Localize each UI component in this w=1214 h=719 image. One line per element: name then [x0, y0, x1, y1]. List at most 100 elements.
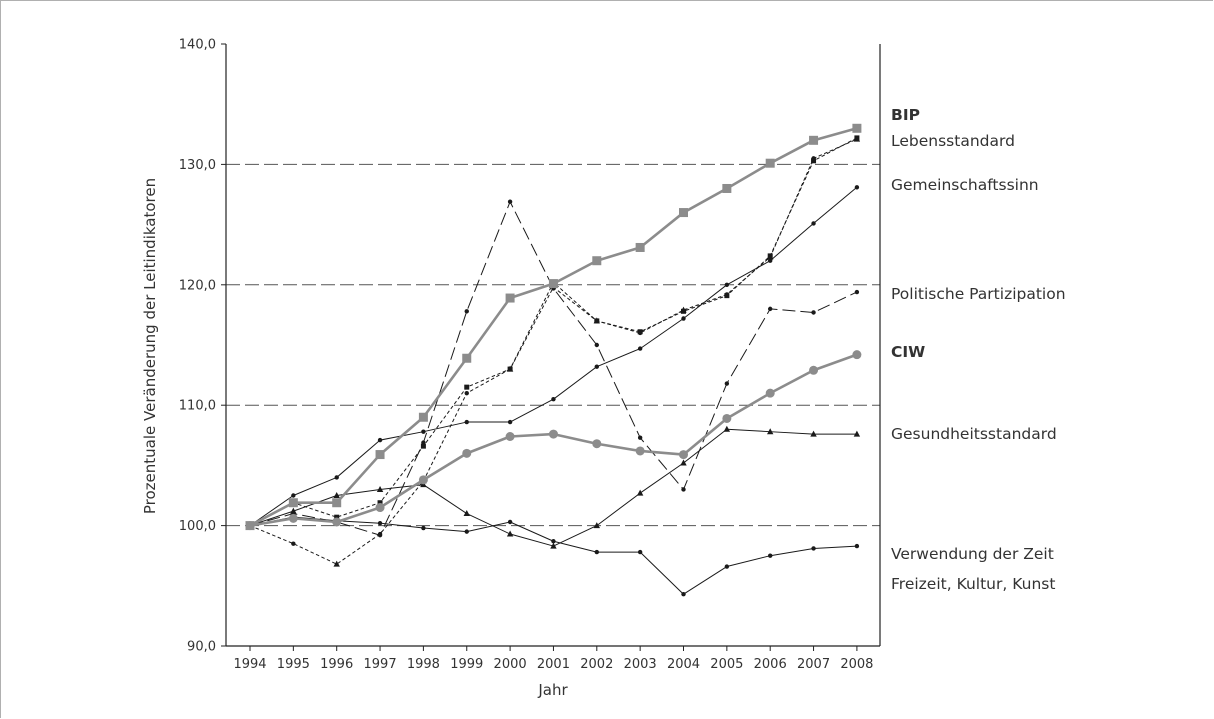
data-point — [854, 543, 860, 549]
series-bip — [245, 123, 862, 531]
series-layer — [245, 123, 862, 597]
data-point — [507, 199, 513, 204]
data-point — [288, 498, 298, 508]
legend-label: Gemeinschaftssinn — [891, 176, 1039, 194]
data-point — [551, 396, 556, 402]
data-point — [551, 539, 556, 544]
data-point — [333, 492, 340, 498]
data-point — [635, 446, 645, 456]
data-point — [768, 258, 773, 263]
data-point — [505, 432, 515, 442]
data-point — [810, 430, 817, 437]
x-axis-ticks: 1994 1995 1996 1997 1998 1999 2000 2001 2002 2003… — [233, 646, 873, 672]
data-point — [332, 498, 342, 508]
legend-label: Lebensstandard — [891, 132, 1015, 150]
data-point — [464, 309, 469, 314]
data-point — [506, 365, 514, 372]
data-point — [464, 529, 469, 534]
data-point — [723, 425, 731, 432]
data-point — [334, 475, 339, 480]
x-tick-label: 2002 — [580, 657, 613, 672]
series-line — [249, 428, 857, 547]
data-point — [550, 542, 557, 549]
data-point — [767, 253, 774, 260]
y-tick-label: 100,0 — [179, 519, 216, 534]
data-point — [288, 513, 298, 523]
series-line — [249, 201, 858, 536]
data-point — [375, 503, 385, 513]
series-politische-partizipation — [247, 199, 860, 538]
data-point — [681, 592, 686, 597]
x-axis-label: Jahr — [537, 681, 568, 699]
data-point — [332, 517, 342, 527]
data-point — [418, 475, 428, 485]
series-line — [249, 186, 858, 527]
series-line — [249, 137, 858, 527]
data-point — [421, 440, 426, 445]
data-point — [377, 520, 383, 526]
series-line — [249, 127, 858, 527]
data-point — [245, 521, 255, 531]
data-point — [593, 522, 600, 529]
data-point — [291, 493, 296, 498]
data-point — [768, 306, 773, 312]
data-point — [811, 221, 816, 226]
x-tick-label: 2004 — [667, 657, 700, 672]
data-point — [421, 429, 426, 434]
data-point — [290, 507, 297, 514]
legend-label: Politische Partizipation — [891, 285, 1066, 303]
data-point — [464, 384, 470, 390]
data-point — [637, 435, 643, 440]
data-point — [724, 292, 730, 297]
data-point — [464, 390, 469, 396]
legend: BIP Lebensstandard Gemeinschaftssinn Politi… — [891, 106, 1066, 593]
y-tick-label: 130,0 — [179, 158, 216, 173]
data-point — [680, 306, 687, 313]
data-point — [507, 419, 513, 425]
data-point — [464, 419, 469, 425]
data-point — [418, 412, 428, 422]
x-tick-label: 1997 — [364, 657, 397, 672]
data-point — [724, 564, 730, 569]
data-point — [811, 310, 816, 315]
x-tick-label: 2001 — [537, 657, 570, 672]
series-gemeinschaftssinn — [247, 185, 860, 528]
data-point — [506, 530, 514, 537]
data-point — [594, 342, 599, 348]
data-point — [507, 519, 513, 525]
y-axis-ticks: 90,0 100,0 110,0 120,0 130,0 140,0 — [179, 38, 226, 655]
x-tick-label: 2000 — [494, 657, 527, 672]
x-tick-label: 2006 — [754, 657, 787, 672]
x-tick-label: 2007 — [797, 657, 830, 672]
data-point — [462, 353, 472, 363]
data-point — [809, 135, 819, 145]
data-point — [811, 158, 817, 164]
data-point — [334, 514, 340, 520]
x-tick-label: 1996 — [320, 657, 353, 672]
data-point — [681, 487, 686, 492]
data-point — [594, 364, 599, 369]
y-axis-label: Prozentuale Veränderung der Leitindikato… — [141, 178, 159, 514]
x-tick-label: 2005 — [710, 657, 743, 672]
y-tick-label: 110,0 — [179, 399, 216, 414]
data-point — [681, 316, 686, 321]
data-point — [592, 439, 602, 449]
data-point — [377, 531, 383, 537]
data-point — [767, 428, 774, 435]
data-point — [593, 317, 600, 324]
x-tick-label: 1994 — [233, 657, 266, 672]
y-tick-label: 120,0 — [179, 278, 216, 293]
data-point — [291, 541, 296, 546]
data-point — [811, 156, 816, 161]
series-line — [249, 516, 857, 595]
series-lebensstandard — [247, 135, 860, 529]
data-point — [376, 485, 384, 492]
data-point — [377, 437, 383, 443]
data-point — [724, 282, 730, 287]
data-point — [463, 510, 470, 517]
data-point — [680, 459, 687, 466]
data-point — [724, 381, 730, 386]
data-point — [765, 388, 775, 398]
legend-label: Gesundheitsstandard — [891, 425, 1057, 443]
